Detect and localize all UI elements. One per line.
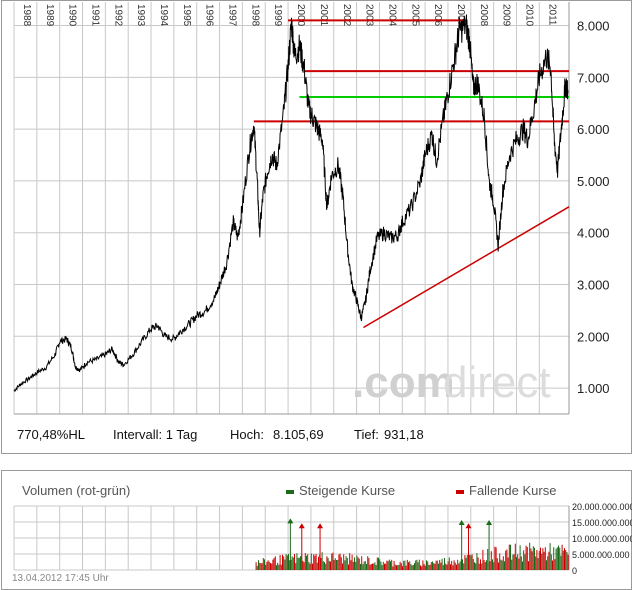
volume-tick-labels: 20.000.000.000 15.000.000.000 10.000.000.0… xyxy=(572,502,632,576)
volume-tick-label: 20.000.000.000 xyxy=(572,502,632,512)
x-tick-label: 2000 xyxy=(295,4,306,27)
x-tick-label: 2011 xyxy=(546,4,557,26)
y-tick-label: 6.000 xyxy=(577,122,610,137)
price-line xyxy=(13,14,569,393)
x-tick-label: 2006 xyxy=(432,4,443,27)
x-tick-label: 1998 xyxy=(249,4,260,27)
rising-swatch-icon xyxy=(286,489,294,494)
y-tick-label: 2.000 xyxy=(577,329,610,344)
grid xyxy=(13,2,570,415)
performance-label: 770,48%HL xyxy=(17,427,85,442)
y-tick-label: 5.000 xyxy=(577,174,610,189)
volume-grid xyxy=(13,505,570,571)
spike-arrow-icon xyxy=(458,520,465,525)
y-tick-label: 7.000 xyxy=(577,70,610,85)
low-value: 931,18 xyxy=(384,427,424,442)
x-tick-label: 1993 xyxy=(135,4,146,27)
timestamp: 13.04.2012 17:45 Uhr xyxy=(12,573,109,584)
x-tick-label: 1996 xyxy=(204,4,215,27)
watermark-com: .com xyxy=(352,358,455,407)
spike-arrow-icon xyxy=(486,520,493,525)
x-tick-label: 1989 xyxy=(44,4,55,27)
price-series xyxy=(13,14,569,393)
falling-swatch-icon xyxy=(456,489,464,494)
spike-arrow-icon xyxy=(287,518,294,524)
spike-arrow-icon xyxy=(465,523,472,529)
trend-line xyxy=(363,206,570,329)
legend-rising-label: Steigende Kurse xyxy=(299,483,396,498)
price-chart-panel xyxy=(1,0,632,454)
volume-tick-label: 0 xyxy=(572,566,577,576)
y-tick-labels: 1.000 2.000 3.000 4.000 5.000 6.000 7.000 8.000 xyxy=(577,19,610,397)
x-tick-label: 2005 xyxy=(409,4,420,27)
x-tick-label: 1990 xyxy=(67,4,78,27)
volume-tick-label: 10.000.000.000 xyxy=(572,534,632,544)
x-tick-label: 1997 xyxy=(227,4,238,27)
x-tick-label: 2009 xyxy=(501,4,512,27)
x-tick-label: 2010 xyxy=(523,4,534,27)
high-value: 8.105,69 xyxy=(273,427,324,442)
x-tick-label: 2007 xyxy=(455,4,466,27)
x-tick-label: 1991 xyxy=(90,4,101,27)
x-tick-label: 1988 xyxy=(21,4,32,27)
y-tick-label: 1.000 xyxy=(577,381,610,396)
y-tick-label: 4.000 xyxy=(577,226,610,241)
legend-falling: Fallende Kurse xyxy=(456,483,556,498)
x-tick-labels: 1988 1989 1990 1991 1992 1993 1994 1995 1996 1997… xyxy=(21,4,557,27)
annotations xyxy=(253,19,570,329)
spike-arrow-icon xyxy=(298,523,305,529)
volume-tick-label: 5.000.000.000 xyxy=(572,550,630,560)
volume-title: Volumen (rot-grün) xyxy=(22,483,131,498)
volume-chart: 20.000.000.000 15.000.000.000 10.000.000.0… xyxy=(13,502,632,576)
high-label: Hoch: xyxy=(230,427,264,442)
low-label: Tief: xyxy=(354,427,379,442)
x-tick-label: 2004 xyxy=(386,4,397,27)
y-tick-label: 3.000 xyxy=(577,278,610,293)
x-tick-label: 2001 xyxy=(318,4,329,27)
x-tick-label: 2008 xyxy=(478,4,489,27)
x-tick-label: 1999 xyxy=(272,4,283,27)
volume-tick-label: 15.000.000.000 xyxy=(572,518,632,528)
watermark-direct: direct xyxy=(443,358,551,407)
price-chart: 1988 1989 1990 1991 1992 1993 1994 1995 1996 1997… xyxy=(13,2,610,415)
legend-rising: Steigende Kurse xyxy=(286,483,395,498)
volume-bars xyxy=(255,518,569,570)
x-tick-label: 2003 xyxy=(364,4,375,27)
interval-label: Intervall: 1 Tag xyxy=(113,427,198,442)
y-tick-label: 8.000 xyxy=(577,19,610,34)
x-tick-label: 1992 xyxy=(112,4,123,27)
spike-arrow-icon xyxy=(317,523,324,529)
x-tick-label: 1994 xyxy=(158,4,169,27)
legend-falling-label: Fallende Kurse xyxy=(469,483,557,498)
x-tick-label: 2002 xyxy=(341,4,352,27)
x-tick-label: 1995 xyxy=(181,4,192,27)
